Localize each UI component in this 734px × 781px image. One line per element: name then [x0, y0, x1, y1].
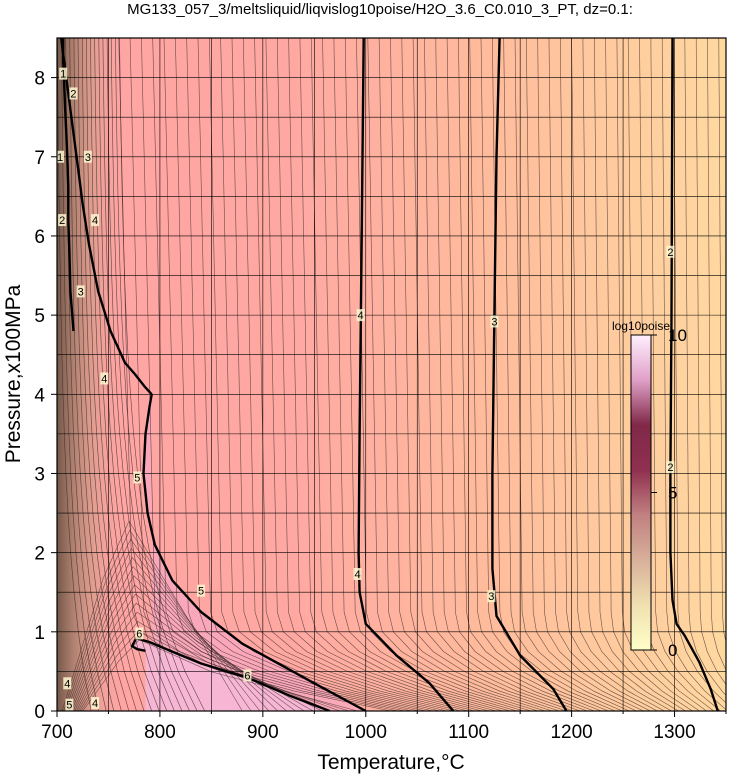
contour-label-text-7: 5 — [198, 586, 204, 598]
y-tick-label-0: 0 — [34, 702, 45, 723]
x-tick-label-900: 900 — [247, 722, 279, 743]
contour-label-16: 1 — [59, 68, 67, 81]
contour-label-11: 4 — [100, 372, 108, 385]
contour-label-text-5: 4 — [354, 569, 360, 581]
contour-label-5: 4 — [354, 568, 362, 581]
y-tick-label-8: 8 — [34, 69, 45, 90]
contour-label-text-17: 1 — [57, 152, 63, 164]
contour-label-8: 6 — [135, 627, 143, 640]
y-axis-label: Pressure,x100MPa — [2, 284, 25, 463]
contour-label-text-14: 2 — [70, 88, 76, 100]
contour-label-text-10: 4 — [92, 215, 98, 227]
y-tick-label-2: 2 — [34, 544, 45, 565]
x-tick-label-1000: 1000 — [345, 722, 387, 743]
colorbar-label: log10poise — [612, 319, 670, 333]
contour-label-2: 3 — [490, 315, 498, 328]
contour-label-text-16: 1 — [60, 69, 66, 81]
x-tick-label-1100: 1100 — [448, 722, 489, 743]
contour-label-19: 5 — [65, 699, 73, 712]
contour-label-1: 2 — [666, 461, 674, 474]
contour-label-12: 3 — [77, 285, 85, 298]
y-tick-label-6: 6 — [34, 227, 45, 248]
contour-label-15: 2 — [58, 214, 66, 227]
x-tick-label-1300: 1300 — [653, 722, 695, 743]
x-axis-label: Temperature,°C — [317, 751, 464, 774]
contour-label-text-19: 5 — [66, 700, 72, 712]
contour-label-14: 2 — [69, 87, 77, 100]
x-tick-label-1200: 1200 — [550, 722, 592, 743]
contour-label-text-13: 3 — [85, 152, 91, 164]
colorbar-tick-label-0: 0 — [668, 641, 677, 660]
contour-label-7: 5 — [197, 585, 205, 598]
contour-label-text-20: 4 — [92, 698, 98, 710]
y-tick-label-5: 5 — [34, 306, 45, 327]
chart-title: MG133_057_3/meltsliquid/liqvislog10poise… — [127, 1, 633, 18]
contour-label-text-4: 4 — [358, 310, 364, 322]
contour-label-4: 4 — [357, 309, 365, 322]
contour-label-3: 3 — [487, 590, 495, 603]
contour-label-text-15: 2 — [59, 215, 65, 227]
x-tick-label-700: 700 — [41, 722, 73, 743]
contour-label-text-6: 5 — [134, 472, 140, 484]
contour-label-20: 4 — [91, 697, 99, 710]
x-tick-label-800: 800 — [144, 722, 176, 743]
contour-label-text-3: 3 — [488, 591, 494, 603]
colorbar-tick-label-5: 5 — [668, 484, 677, 503]
y-tick-label-1: 1 — [34, 623, 45, 644]
contour-label-text-11: 4 — [101, 373, 107, 385]
contour-label-text-0: 2 — [667, 247, 673, 259]
contour-label-text-12: 3 — [78, 286, 84, 298]
contour-label-0: 2 — [666, 246, 674, 259]
contour-label-6: 5 — [133, 471, 141, 484]
y-tick-label-3: 3 — [34, 464, 45, 485]
colorbar-gradient — [631, 335, 651, 650]
contour-label-13: 3 — [84, 151, 92, 164]
contour-label-text-9: 6 — [244, 670, 250, 682]
contour-label-text-8: 6 — [136, 628, 142, 640]
contour-label-text-18: 4 — [64, 678, 70, 690]
y-tick-label-7: 7 — [34, 148, 45, 169]
contour-label-text-2: 3 — [491, 316, 497, 328]
y-tick-label-4: 4 — [34, 385, 45, 406]
colorbar-tick-label-10: 10 — [668, 326, 687, 345]
contour-label-10: 4 — [91, 214, 99, 227]
contour-label-18: 4 — [63, 677, 71, 690]
contour-label-text-1: 2 — [667, 462, 673, 474]
contour-label-9: 6 — [243, 669, 251, 682]
